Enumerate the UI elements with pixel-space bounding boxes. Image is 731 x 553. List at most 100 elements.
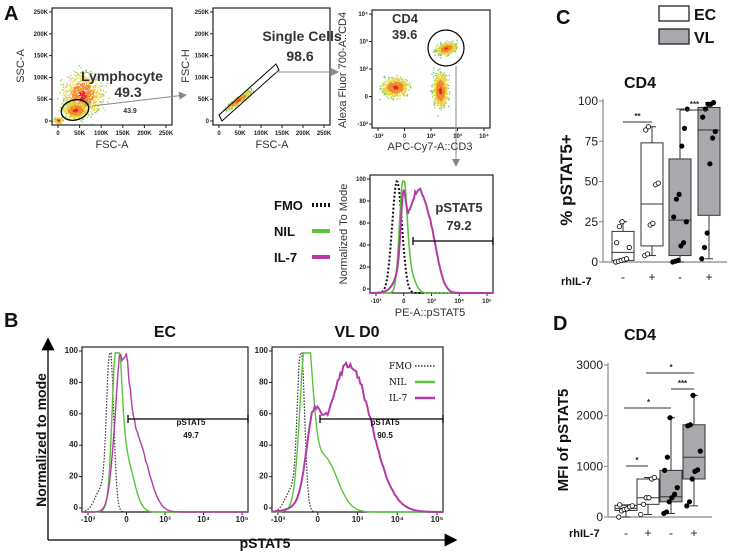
event-dot — [98, 92, 100, 95]
event-dot — [446, 96, 448, 98]
event-dot — [100, 101, 103, 103]
event-dot — [437, 87, 439, 89]
event-dot — [76, 113, 78, 115]
event-dot — [77, 117, 80, 119]
event-dot — [77, 111, 79, 113]
event-dot — [84, 75, 86, 77]
event-dot — [448, 54, 450, 56]
event-dot — [98, 87, 100, 89]
event-dot — [81, 108, 84, 110]
event-dot — [430, 90, 432, 93]
event-dot — [389, 85, 392, 87]
event-dot — [75, 103, 77, 105]
event-dot — [434, 106, 436, 109]
event-dot — [64, 110, 66, 112]
event-dot — [444, 93, 446, 95]
event-dot — [397, 94, 399, 96]
event-dot — [244, 95, 246, 97]
event-dot — [383, 92, 385, 94]
event-dot — [102, 107, 104, 109]
a2-xlabel: FSC-A — [256, 139, 290, 151]
event-dot — [85, 104, 87, 106]
event-dot — [247, 93, 249, 95]
event-dot — [241, 100, 243, 103]
event-dot — [97, 99, 99, 101]
event-dot — [82, 111, 84, 113]
event-dot — [68, 106, 70, 109]
event-dot — [440, 107, 442, 109]
event-dot — [431, 91, 434, 93]
event-dot — [251, 90, 253, 92]
event-dot — [395, 81, 397, 83]
event-dot — [452, 43, 454, 45]
event-dot — [94, 90, 96, 93]
event-dot — [65, 109, 67, 111]
event-dot — [438, 78, 440, 80]
a1-ytick-label: 50K — [37, 97, 49, 103]
event-dot — [391, 92, 394, 95]
event-dot — [78, 101, 81, 103]
event-dot — [440, 43, 442, 45]
event-dot — [76, 86, 78, 88]
event-dot — [89, 79, 91, 81]
event-dot — [71, 107, 73, 109]
event-dot — [431, 85, 433, 87]
event-dot — [93, 85, 95, 88]
event-dot — [83, 97, 85, 99]
event-dot — [72, 104, 75, 106]
event-dot — [92, 99, 94, 101]
legend-vl-label: VL — [694, 30, 715, 47]
event-dot — [67, 90, 69, 92]
event-dot — [66, 95, 68, 97]
event-dot — [83, 106, 85, 109]
event-dot — [79, 110, 81, 112]
event-dot — [402, 90, 404, 92]
event-dot — [94, 107, 96, 109]
event-dot — [83, 105, 85, 107]
event-dot — [444, 96, 446, 98]
event-dot — [403, 88, 406, 90]
event-dot — [93, 88, 95, 90]
event-dot — [450, 43, 452, 45]
event-dot — [85, 99, 87, 101]
a4-ytick-label: 20 — [359, 265, 366, 271]
event-dot — [443, 53, 446, 55]
event-dot — [398, 85, 400, 87]
a1-other-value: 43.9 — [123, 108, 137, 115]
event-dot — [393, 96, 395, 98]
event-dot — [66, 100, 68, 102]
b-ec-ytick-label: 0 — [74, 503, 79, 512]
event-dot — [388, 82, 390, 84]
b-vl-gate-value: 90.5 — [377, 431, 393, 440]
event-dot — [385, 84, 387, 86]
event-dot — [437, 75, 439, 78]
event-dot — [444, 102, 447, 104]
event-dot — [400, 78, 402, 80]
event-dot — [448, 93, 451, 95]
event-dot — [388, 90, 391, 92]
a4-gate-value: 79.2 — [446, 218, 471, 233]
event-dot — [393, 91, 395, 93]
event-dot — [439, 83, 441, 85]
event-dot — [89, 90, 91, 93]
event-dot — [390, 84, 392, 86]
event-dot — [83, 107, 85, 110]
event-dot — [75, 107, 77, 109]
event-dot — [68, 85, 70, 87]
a3-gate-value: 39.6 — [392, 27, 417, 42]
event-dot — [72, 109, 74, 111]
event-dot — [79, 79, 82, 82]
a3-ylabel: Alexa Fluor 700-A::CD4 — [337, 12, 349, 128]
b-ec-xtick-label: 0 — [124, 515, 129, 524]
event-dot — [443, 107, 445, 109]
event-dot — [76, 106, 78, 108]
event-dot — [433, 79, 436, 81]
event-dot — [438, 91, 440, 93]
legend-ec-swatch — [658, 5, 690, 22]
b-ec-xtick-label: -10³ — [81, 515, 96, 524]
event-dot — [92, 123, 94, 125]
event-dot — [72, 113, 74, 115]
event-dot — [440, 79, 442, 81]
c-data-point — [671, 214, 677, 220]
event-dot — [436, 97, 438, 99]
